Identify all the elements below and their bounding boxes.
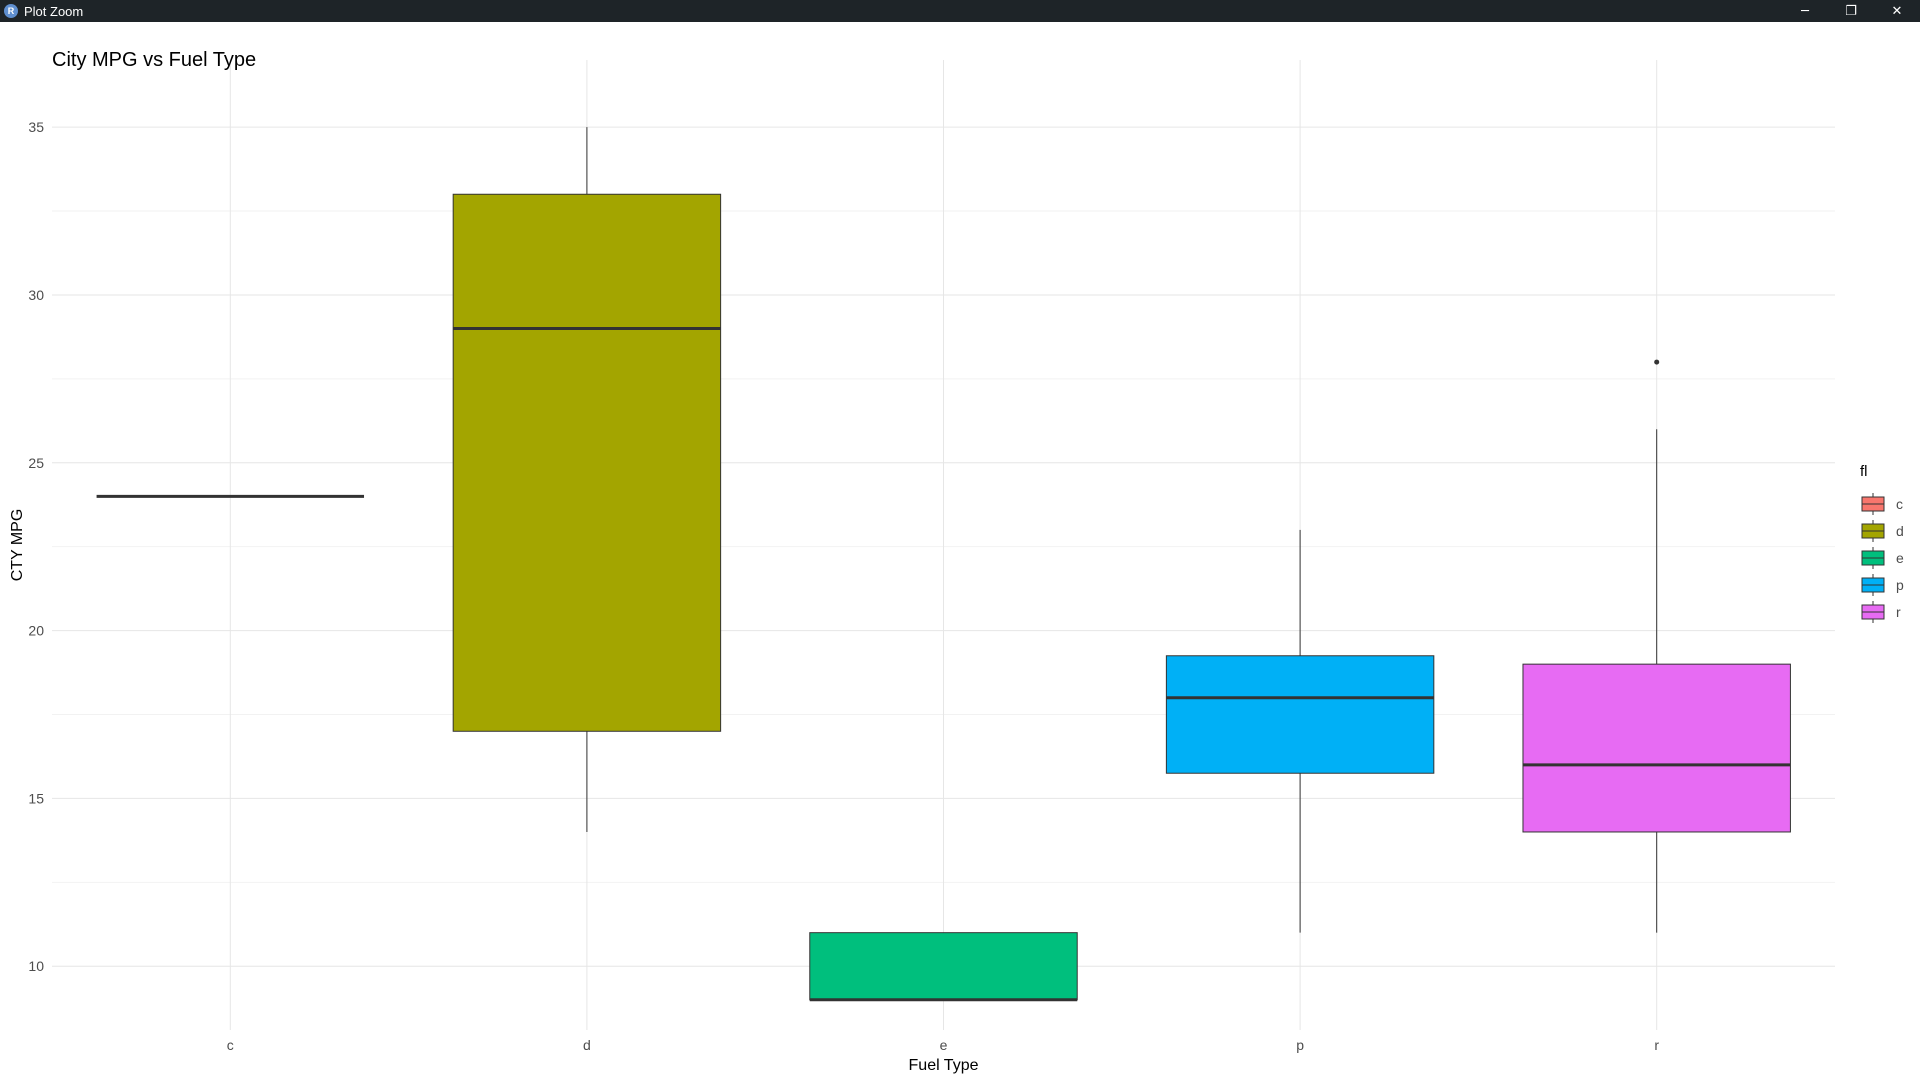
legend-label: p [1896, 577, 1904, 593]
y-axis-title: CTY MPG [9, 509, 26, 582]
x-tick-label: p [1296, 1037, 1304, 1053]
legend-label: c [1896, 496, 1903, 512]
chart-title: City MPG vs Fuel Type [52, 49, 257, 71]
window-title: Plot Zoom [24, 3, 84, 19]
x-tick-label: e [940, 1037, 948, 1053]
restore-button[interactable]: ❐ [1845, 3, 1857, 19]
legend-title: fl [1860, 463, 1868, 480]
box-d [452, 193, 722, 732]
x-tick-label: d [583, 1037, 591, 1053]
y-tick-label: 10 [28, 958, 44, 974]
y-tick-label: 20 [28, 623, 44, 639]
box-p [1165, 655, 1435, 774]
window-titlebar: R Plot Zoom ─ ❐ ✕ [0, 0, 1920, 22]
x-tick-label: r [1654, 1037, 1659, 1053]
outlier-point [1654, 359, 1660, 365]
minimize-button[interactable]: ─ [1801, 3, 1809, 19]
plot-area: City MPG vs Fuel Type 10 15 20 25 30 35 c d e p r F… [0, 22, 1920, 1080]
legend-label: e [1896, 550, 1904, 566]
y-tick-label: 30 [28, 287, 44, 303]
box-e [809, 932, 1078, 1001]
legend-label: d [1896, 523, 1904, 539]
window-controls: ─ ❐ ✕ [1782, 0, 1920, 22]
y-tick-label: 25 [28, 455, 44, 471]
x-tick-label: c [227, 1037, 234, 1053]
x-axis-title: Fuel Type [909, 1057, 979, 1074]
close-button[interactable]: ✕ [1891, 3, 1903, 19]
y-tick-label: 35 [28, 119, 44, 135]
r-app-icon: R [4, 4, 18, 18]
y-tick-label: 15 [28, 790, 44, 806]
box-r [1522, 663, 1791, 833]
legend-label: r [1896, 604, 1901, 620]
